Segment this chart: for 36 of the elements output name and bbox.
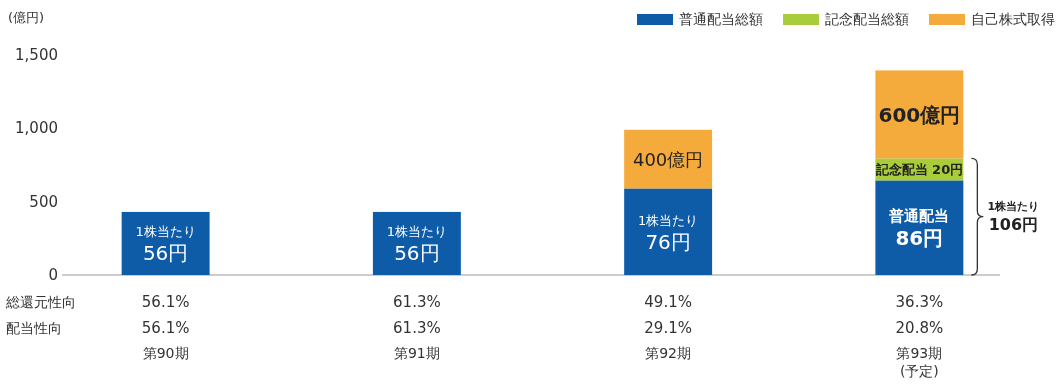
- text: 49.1%: [644, 293, 692, 311]
- annotation: 1株当たり: [135, 224, 196, 240]
- y-tick-label: 1,500: [15, 46, 58, 64]
- bar: [624, 188, 713, 275]
- y-tick-label: 500: [29, 192, 58, 211]
- annotation: 1株当たり: [386, 224, 448, 240]
- annotation: 1株当たり: [637, 212, 699, 228]
- annotation: 記念配当 20円: [874, 162, 964, 178]
- annotation: 1株当たり: [987, 199, 1040, 213]
- text: 36.3%: [895, 293, 944, 311]
- annotation: 56円: [394, 241, 440, 266]
- text: 29.1%: [644, 319, 692, 337]
- annotation: 76円: [645, 229, 691, 254]
- text: 総還元性向: [5, 294, 76, 310]
- text: 配当性向: [6, 320, 62, 336]
- text: 61.3%: [393, 319, 441, 337]
- x-tick-label: 第92期: [645, 345, 692, 361]
- y-tick-label: 0: [48, 266, 58, 284]
- annotation: 400億円: [632, 148, 704, 170]
- legend-label: 普通配当総額: [679, 11, 763, 27]
- x-tick-label: 第90期: [142, 345, 189, 361]
- x-tick-label: 第93期 (予定): [896, 345, 943, 379]
- text: 56.1%: [141, 319, 190, 337]
- legend-label: 自己株式取得: [971, 11, 1055, 27]
- x-tick-label: 第91期: [393, 345, 440, 361]
- legend-label: 記念配当総額: [825, 11, 909, 27]
- text: 61.3%: [393, 293, 441, 311]
- annotation: 56円: [142, 241, 189, 266]
- y-axis-title: (億円): [8, 10, 45, 25]
- text: 20.8%: [895, 319, 944, 337]
- annotation: 600億円: [878, 102, 961, 127]
- annotation: 普通配当: [888, 206, 950, 225]
- annotation: 86円: [895, 225, 944, 250]
- y-tick-label: 1,000: [15, 119, 58, 138]
- annotation: 106円: [988, 214, 1039, 234]
- text: 56.1%: [141, 293, 190, 311]
